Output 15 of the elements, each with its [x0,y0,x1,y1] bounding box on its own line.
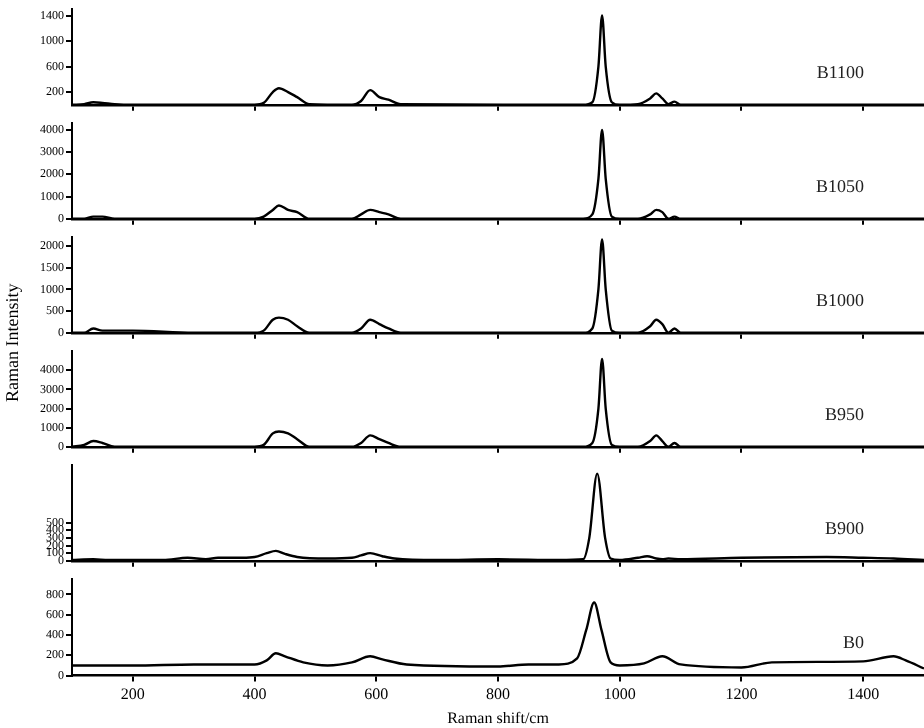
series-label: B0 [842,632,865,653]
x-axis-title: Raman shift/cm [447,708,551,727]
series-label: B950 [824,403,865,424]
series-label: B1050 [815,175,865,196]
x-tick-label: 1400 [847,685,880,704]
x-tick-label: 800 [486,685,510,704]
x-tick-label: 1200 [725,685,758,704]
series-label: B1000 [815,289,865,310]
x-tick-label: 200 [120,685,145,704]
x-tick-label: 600 [364,685,389,704]
x-tick-label: 1000 [603,685,636,704]
y-axis-title: Raman Intensity [2,282,22,401]
series-label: B900 [824,517,865,538]
x-tick-label: 400 [242,685,267,704]
series-label: B1100 [816,61,865,82]
